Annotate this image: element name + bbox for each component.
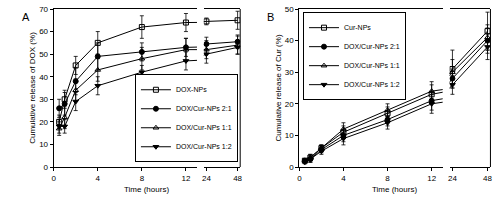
svg-text:DOX-NPs: DOX-NPs bbox=[176, 86, 207, 93]
svg-text:B: B bbox=[267, 11, 274, 23]
svg-text:DOX/Cur-NPs 2:1: DOX/Cur-NPs 2:1 bbox=[344, 43, 400, 50]
svg-text:DOX/Cur-NPs 1:1: DOX/Cur-NPs 1:1 bbox=[344, 62, 400, 69]
svg-text:DOX/Cur-NPs 2:1: DOX/Cur-NPs 2:1 bbox=[176, 105, 232, 112]
svg-text:10: 10 bbox=[39, 140, 48, 149]
svg-text:50: 50 bbox=[39, 50, 48, 59]
svg-text:20: 20 bbox=[39, 118, 48, 127]
svg-text:A: A bbox=[22, 11, 30, 23]
svg-text:4: 4 bbox=[341, 174, 346, 183]
svg-text:Time (hours): Time (hours) bbox=[372, 185, 417, 194]
svg-text:Cur-NPs: Cur-NPs bbox=[344, 24, 371, 31]
svg-text:70: 70 bbox=[39, 5, 48, 14]
svg-text:DOX/Cur-NPs 1:2: DOX/Cur-NPs 1:2 bbox=[176, 143, 232, 150]
svg-text:40: 40 bbox=[39, 73, 48, 82]
svg-text:60: 60 bbox=[39, 27, 48, 36]
svg-text:40: 40 bbox=[285, 36, 294, 45]
svg-text:10: 10 bbox=[285, 131, 294, 140]
svg-text:0: 0 bbox=[289, 163, 294, 172]
svg-text:4: 4 bbox=[96, 174, 101, 183]
svg-text:20: 20 bbox=[285, 100, 294, 109]
svg-text:DOX/Cur-NPs 1:1: DOX/Cur-NPs 1:1 bbox=[176, 124, 232, 131]
svg-text:DOX/Cur-NPs 1:2: DOX/Cur-NPs 1:2 bbox=[344, 81, 400, 88]
svg-text:8: 8 bbox=[140, 174, 145, 183]
svg-text:24: 24 bbox=[448, 174, 457, 183]
svg-text:Time (hours): Time (hours) bbox=[124, 185, 169, 194]
svg-text:0: 0 bbox=[44, 163, 49, 172]
svg-text:24: 24 bbox=[202, 174, 211, 183]
svg-text:12: 12 bbox=[181, 174, 190, 183]
svg-text:30: 30 bbox=[39, 95, 48, 104]
svg-text:30: 30 bbox=[285, 68, 294, 77]
svg-text:48: 48 bbox=[233, 174, 242, 183]
svg-text:8: 8 bbox=[385, 174, 390, 183]
svg-text:Cumulative release of Cur (%): Cumulative release of Cur (%) bbox=[274, 34, 283, 141]
svg-text:0: 0 bbox=[297, 174, 302, 183]
svg-text:50: 50 bbox=[285, 5, 294, 14]
svg-text:Cumulative release of DOX (%): Cumulative release of DOX (%) bbox=[28, 32, 37, 144]
svg-text:0: 0 bbox=[51, 174, 56, 183]
svg-text:48: 48 bbox=[483, 174, 492, 183]
svg-text:12: 12 bbox=[427, 174, 436, 183]
